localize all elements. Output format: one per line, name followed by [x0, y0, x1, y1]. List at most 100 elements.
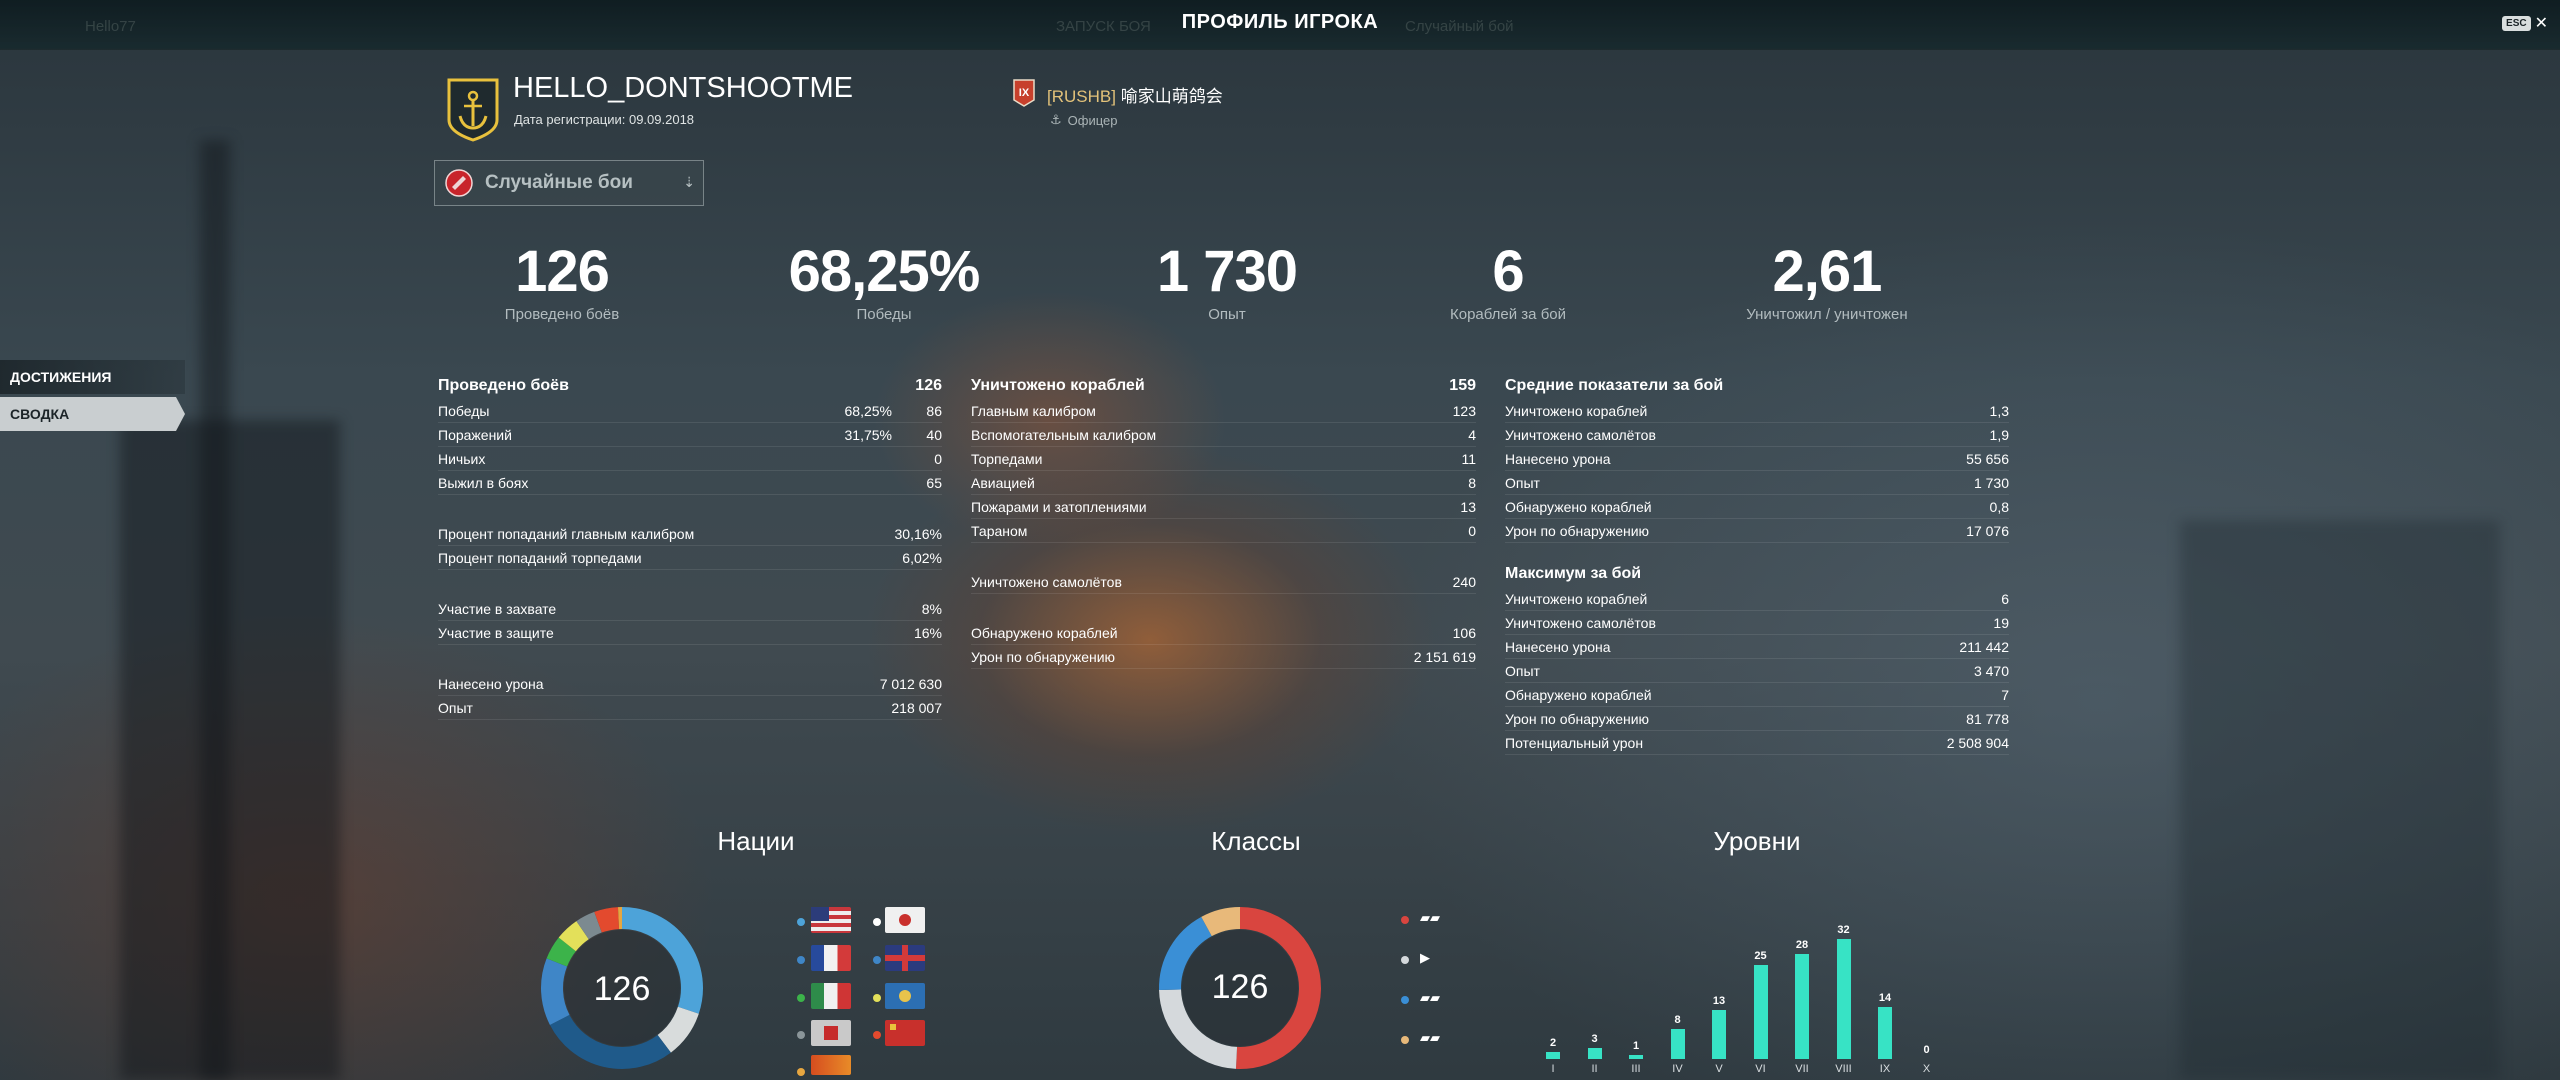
france-flag-icon[interactable] — [811, 945, 851, 971]
stat-value: 81 778 — [1966, 711, 2009, 727]
class-slice-0[interactable] — [1235, 907, 1321, 1069]
ship-class-icon[interactable]: ▰▰ — [1420, 911, 1440, 926]
nations-donut-chart[interactable] — [537, 903, 707, 1073]
random-battle-icon — [445, 169, 473, 197]
close-button[interactable]: ESC ✕ — [2502, 14, 2548, 32]
tier-bar-column[interactable]: 32 VIII — [1834, 900, 1854, 1075]
class-slice-1[interactable] — [1159, 989, 1238, 1069]
header-label: Уничтожено кораблей — [971, 377, 1145, 394]
header-label: Максимум за бой — [1505, 565, 1642, 582]
nation-legend-dot — [797, 1068, 805, 1076]
topbar-battle-mode: Случайный бой — [1405, 18, 1514, 35]
clan-badge-text: IX — [1019, 87, 1030, 99]
clan-badge-icon: IX — [1013, 79, 1035, 107]
anchor-icon: ⚓ — [1050, 113, 1062, 128]
class-slice-3[interactable] — [1201, 907, 1241, 937]
nation-slice-5[interactable] — [558, 921, 590, 952]
nation-slice-3[interactable] — [541, 958, 570, 1025]
tier-bar-value: 1 — [1632, 1040, 1640, 1053]
summary-ships-per-battle: 6 Кораблей за бой — [1358, 240, 1658, 324]
sidebar-item-achievements[interactable]: ДОСТИЖЕНИЯ — [0, 360, 185, 394]
nation-slice-4[interactable] — [546, 937, 577, 967]
battle-type-label: Случайные бои — [485, 172, 633, 193]
classes-donut-chart[interactable] — [1155, 903, 1325, 1073]
stat-label: Авиацией — [971, 475, 1035, 491]
ship-class-icon[interactable]: ▰▰ — [1420, 991, 1440, 1006]
tier-bar-label: III — [1631, 1063, 1641, 1075]
stat-value: 6 — [2001, 591, 2009, 607]
stat-label: Участие в защите — [438, 625, 554, 641]
tier-bar — [1712, 1010, 1726, 1059]
top-bar: Hello77 ЗАПУСК БОЯ Случайный бой ПРОФИЛЬ… — [0, 0, 2560, 50]
stat-row: Участие в защите 16% — [438, 621, 942, 645]
pan-asia-flag-icon[interactable] — [885, 983, 925, 1009]
summary-value: 68,25% — [788, 239, 981, 304]
classes-chart-title: Классы — [1211, 826, 1301, 856]
japan-flag-icon[interactable] — [885, 907, 925, 933]
nation-slice-0[interactable] — [621, 907, 703, 1014]
ship-class-icon[interactable]: ▶ — [1420, 951, 1430, 966]
stat-percent: 31,75% — [844, 427, 892, 443]
pan-america-flag-icon[interactable] — [811, 1055, 851, 1075]
average-max-stats-column: Средние показатели за бой Уничтожено кор… — [1505, 373, 2009, 755]
tier-bar-column[interactable]: 14 IX — [1875, 900, 1895, 1075]
tier-bar-label: I — [1551, 1063, 1555, 1075]
stat-value: 7 012 630 — [879, 676, 942, 692]
stat-label: Урон по обнаружению — [1505, 523, 1650, 539]
tier-bar-column[interactable]: 28 VII — [1792, 900, 1812, 1075]
stat-value: 13 — [1460, 499, 1476, 515]
stat-label: Процент попаданий главным калибром — [438, 526, 695, 542]
tier-bar-column[interactable]: 8 IV — [1668, 900, 1688, 1075]
stat-value: 0,8 — [1989, 499, 2009, 515]
close-icon: ✕ — [2534, 15, 2548, 32]
stat-row: Уничтожено самолётов 240 — [971, 570, 1476, 594]
summary-battles: 126 Проведено боёв — [412, 240, 712, 324]
clan-link[interactable]: [RUSHB] 喻家山萌鸽会 — [1047, 82, 1223, 107]
stat-row: Уничтожено самолётов 19 — [1505, 611, 2009, 635]
nation-slice-1[interactable] — [657, 1006, 699, 1053]
nation-legend-dot — [797, 1031, 805, 1039]
background-ship-structure — [2180, 520, 2500, 1080]
usa-flag-icon[interactable] — [811, 907, 851, 933]
header-label: Проведено боёв — [438, 377, 569, 394]
registration-date: Дата регистрации: 09.09.2018 — [514, 112, 695, 127]
class-slice-2[interactable] — [1159, 916, 1213, 991]
stat-value: 211 442 — [1959, 639, 2009, 655]
nation-slice-2[interactable] — [549, 1014, 671, 1069]
stat-row: Нанесено урона 7 012 630 — [438, 672, 942, 696]
stat-value: 40 — [926, 427, 942, 443]
class-legend-dot — [1401, 956, 1409, 964]
stat-row: Процент попаданий торпедами 6,02% — [438, 546, 942, 570]
tier-bar-column[interactable]: 13 V — [1709, 900, 1729, 1075]
tier-bar-value: 8 — [1674, 1014, 1681, 1026]
stat-row: Поражений 31,75% 40 — [438, 423, 942, 447]
tier-bar-label: IX — [1879, 1063, 1891, 1075]
stat-label: Уничтожено кораблей — [1505, 591, 1648, 607]
sidebar-item-summary[interactable]: СВОДКА — [0, 397, 185, 431]
topbar-battle-button: ЗАПУСК БОЯ — [1056, 18, 1151, 35]
italy-flag-icon[interactable] — [811, 983, 851, 1009]
stat-label: Ничьих — [438, 451, 486, 467]
tiers-bar-chart[interactable]: 2 I 3 II 1 III 8 IV 13 V 25 VI 28 VII 32 VIII 14 IX 0 X — [1530, 900, 1980, 1075]
tier-bar-column[interactable]: 1 III — [1626, 900, 1646, 1075]
stat-value: 6,02% — [902, 550, 942, 566]
topbar-player-name: Hello77 — [85, 18, 136, 35]
battle-type-dropdown[interactable]: Случайные бои ⇣ — [434, 160, 704, 206]
tier-bar-column[interactable]: 3 II — [1585, 900, 1605, 1075]
table-header: Проведено боёв 126 — [438, 373, 942, 399]
ussr-flag-icon[interactable] — [885, 1020, 925, 1046]
stat-label: Тараном — [971, 523, 1028, 539]
summary-label: Уничтожил / уничтожен — [1746, 306, 1908, 323]
stat-label: Нанесено урона — [1505, 451, 1611, 467]
germany-flag-icon[interactable] — [811, 1020, 851, 1046]
nation-slice-7[interactable] — [594, 907, 620, 933]
stat-value: 106 — [1452, 625, 1476, 641]
stat-row: Ничьих 0 — [438, 447, 942, 471]
uk-flag-icon[interactable] — [885, 945, 925, 971]
stat-row: Обнаружено кораблей 7 — [1505, 683, 2009, 707]
tier-bar-column[interactable]: 25 VI — [1751, 900, 1771, 1075]
ship-class-icon[interactable]: ▰▰ — [1420, 1031, 1440, 1046]
nation-slice-6[interactable] — [576, 911, 603, 940]
